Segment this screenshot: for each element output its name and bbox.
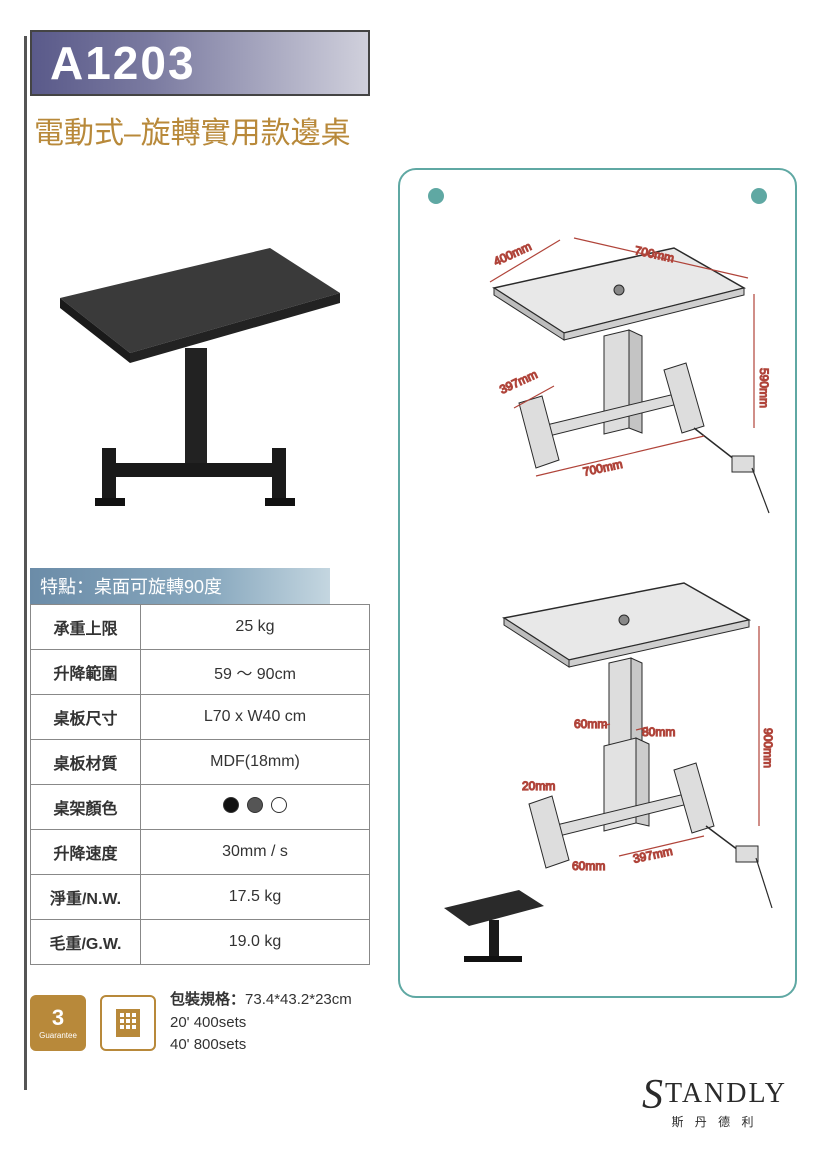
- spec-value: [141, 785, 370, 830]
- dim-basew2: 397mm: [632, 844, 674, 866]
- dim-h: 900mm: [761, 728, 774, 768]
- packing-size: 73.4*43.2*23cm: [245, 991, 352, 1008]
- packing-line1: 20' 400sets: [170, 1012, 352, 1035]
- spec-value: 30mm / s: [141, 830, 370, 875]
- spec-value: L70 x W40 cm: [141, 695, 370, 740]
- table-row: 承重上限25 kg: [31, 605, 370, 650]
- color-swatch: [223, 797, 239, 813]
- table-row: 升降範圍59 ～ 90cm: [31, 650, 370, 695]
- spec-value: 25 kg: [141, 605, 370, 650]
- dim-base-l: 700mm: [582, 457, 624, 479]
- dim-col1: 60mm: [574, 717, 607, 731]
- table-row: 毛重/G.W.19.0 kg: [31, 920, 370, 965]
- product-code: A1203: [50, 36, 350, 90]
- product-code-banner: A1203: [30, 30, 370, 96]
- table-row: 桌板尺寸L70 x W40 cm: [31, 695, 370, 740]
- spec-label: 承重上限: [31, 605, 141, 650]
- color-swatch: [247, 797, 263, 813]
- dim-foot: 20mm: [522, 779, 555, 793]
- table-row: 桌板材質MDF(18mm): [31, 740, 370, 785]
- spec-value: MDF(18mm): [141, 740, 370, 785]
- spec-label: 桌板尺寸: [31, 695, 141, 740]
- packing-line2: 40' 800sets: [170, 1034, 352, 1057]
- packing-label: 包裝規格：: [170, 991, 245, 1008]
- factory-badge: [100, 995, 156, 1051]
- dimension-diagram: 400mm 700mm 590mm 397mm 700mm: [414, 188, 774, 978]
- dim-top-h: 590mm: [757, 368, 771, 408]
- spec-label: 桌架顏色: [31, 785, 141, 830]
- product-subtitle: 電動式–旋轉實用款邊桌: [30, 102, 797, 168]
- table-row: 桌架顏色: [31, 785, 370, 830]
- spec-table: 承重上限25 kg升降範圍59 ～ 90cm桌板尺寸L70 x W40 cm桌板…: [30, 604, 370, 965]
- building-icon: [110, 1005, 146, 1041]
- spec-label: 毛重/G.W.: [31, 920, 141, 965]
- guarantee-label: Guarantee: [39, 1031, 77, 1040]
- brand-logo: STANDLY: [642, 1065, 787, 1113]
- spec-label: 桌板材質: [31, 740, 141, 785]
- spec-label: 升降範圍: [31, 650, 141, 695]
- dim-baseh: 60mm: [572, 859, 605, 873]
- dim-top-w: 400mm: [491, 239, 533, 269]
- spec-label: 升降速度: [31, 830, 141, 875]
- color-swatches: [223, 797, 287, 813]
- dim-base-w: 397mm: [497, 367, 539, 397]
- spec-label: 淨重/N.W.: [31, 875, 141, 920]
- footer-row: 3 Guarantee 包裝規格：73.4*43.2*23cm 20' 400s…: [30, 989, 380, 1057]
- guarantee-badge: 3 Guarantee: [30, 995, 86, 1051]
- spec-value: 19.0 kg: [141, 920, 370, 965]
- spec-value: 17.5 kg: [141, 875, 370, 920]
- color-swatch: [271, 797, 287, 813]
- packing-info: 包裝規格：73.4*43.2*23cm 20' 400sets 40' 800s…: [170, 989, 352, 1057]
- guarantee-years: 3: [52, 1005, 64, 1031]
- diagram-panel: 400mm 700mm 590mm 397mm 700mm: [398, 168, 797, 998]
- feature-bar: 特點：桌面可旋轉90度: [30, 568, 330, 604]
- table-row: 淨重/N.W.17.5 kg: [31, 875, 370, 920]
- left-accent-line: [24, 36, 27, 1090]
- product-photo: [30, 168, 370, 548]
- brand-logo-block: STANDLY 斯 丹 德 利: [642, 1065, 787, 1130]
- spec-value: 59 ～ 90cm: [141, 650, 370, 695]
- table-row: 升降速度30mm / s: [31, 830, 370, 875]
